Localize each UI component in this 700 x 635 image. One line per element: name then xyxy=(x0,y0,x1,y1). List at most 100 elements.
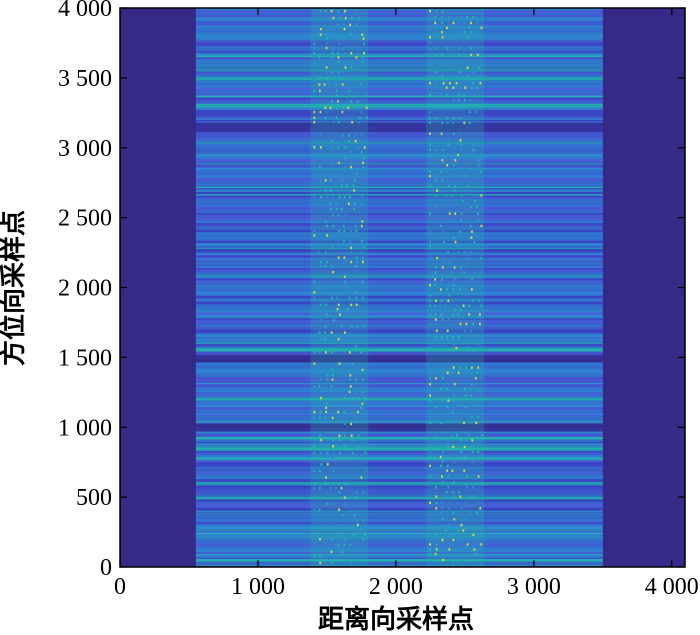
band-speckle xyxy=(361,195,364,199)
band-speckle xyxy=(336,202,338,205)
band-speckle xyxy=(466,543,469,546)
signal-row xyxy=(195,360,603,363)
band-speckle xyxy=(338,402,340,405)
band-speckle xyxy=(350,150,352,154)
band-speckle xyxy=(313,195,316,199)
band-speckle xyxy=(429,322,431,326)
band-speckle xyxy=(330,385,333,388)
band-speckle xyxy=(344,16,347,20)
band-speckle xyxy=(342,528,345,531)
signal-row xyxy=(195,479,603,482)
band-speckle xyxy=(337,543,340,547)
band-speckle xyxy=(349,240,351,243)
band-speckle xyxy=(458,244,461,248)
band-speckle xyxy=(429,501,431,505)
band-speckle xyxy=(338,16,341,20)
band-speckle xyxy=(475,421,478,425)
band-speckle xyxy=(361,402,364,405)
signal-row xyxy=(195,392,603,394)
band-speckle xyxy=(440,313,443,316)
band-speckle xyxy=(332,374,334,377)
band-speckle xyxy=(337,214,340,217)
signal-row xyxy=(195,107,603,111)
band-speckle xyxy=(448,139,450,142)
band-speckle xyxy=(468,26,471,30)
band-speckle xyxy=(441,278,443,281)
signal-row xyxy=(195,33,603,37)
band-speckle xyxy=(313,280,316,283)
band-speckle xyxy=(344,10,346,13)
band-speckle xyxy=(359,528,362,531)
band-speckle xyxy=(444,304,447,307)
band-speckle xyxy=(452,121,454,124)
band-speckle xyxy=(429,41,431,44)
band-speckle xyxy=(429,143,431,146)
band-speckle xyxy=(355,296,358,300)
signal-row xyxy=(195,300,603,303)
band-speckle xyxy=(338,508,340,511)
band-speckle xyxy=(343,538,346,541)
signal-row xyxy=(195,136,603,138)
signal-row xyxy=(195,348,603,352)
signal-row xyxy=(195,522,603,524)
band-speckle xyxy=(479,170,482,173)
band-speckle xyxy=(459,139,462,142)
band-speckle xyxy=(354,291,357,294)
band-speckle xyxy=(440,132,443,135)
signal-row xyxy=(195,314,603,318)
band-speckle xyxy=(325,71,328,74)
band-speckle xyxy=(326,260,329,264)
signal-row xyxy=(195,525,603,527)
band-speckle xyxy=(331,538,333,541)
signal-row xyxy=(195,262,603,264)
signal-row xyxy=(195,344,603,347)
band-speckle xyxy=(434,86,437,89)
band-speckle xyxy=(331,561,334,565)
signal-row xyxy=(195,364,603,366)
signal-row xyxy=(195,283,603,285)
signal-row xyxy=(195,529,603,531)
band-speckle xyxy=(338,491,341,494)
band-speckle xyxy=(479,313,481,316)
signal-row xyxy=(195,451,603,453)
band-speckle xyxy=(349,385,352,388)
band-speckle xyxy=(429,170,431,173)
band-speckle xyxy=(348,264,351,268)
signal-row xyxy=(195,397,603,401)
band-speckle xyxy=(471,299,474,302)
band-speckle xyxy=(434,405,437,409)
band-speckle xyxy=(446,117,449,120)
band-speckle xyxy=(442,82,445,85)
band-speckle xyxy=(326,378,329,381)
band-speckle xyxy=(473,194,476,197)
band-speckle xyxy=(324,325,327,328)
band-speckle xyxy=(439,224,442,228)
signal-row xyxy=(195,531,603,533)
band-speckle xyxy=(351,451,354,455)
band-speckle xyxy=(344,60,347,64)
signal-row xyxy=(195,194,603,196)
band-speckle xyxy=(349,543,352,547)
band-speckle xyxy=(344,362,347,365)
band-speckle xyxy=(477,366,480,369)
band-speckle xyxy=(319,486,321,490)
band-speckle xyxy=(329,106,332,109)
band-speckle xyxy=(350,52,353,55)
band-speckle xyxy=(361,280,364,283)
signal-row xyxy=(195,424,603,428)
band-speckle xyxy=(455,548,457,551)
band-speckle xyxy=(452,336,454,339)
band-speckle xyxy=(472,71,474,74)
band-speckle xyxy=(440,93,442,96)
band-speckle xyxy=(474,271,476,274)
band-speckle xyxy=(351,325,354,328)
signal-row xyxy=(195,325,603,327)
band-speckle xyxy=(325,351,327,354)
band-speckle xyxy=(441,16,443,19)
signal-row xyxy=(195,495,603,498)
band-speckle xyxy=(434,552,437,556)
signal-row xyxy=(195,342,603,345)
signal-row xyxy=(195,127,603,130)
band-speckle xyxy=(313,486,316,490)
band-speckle xyxy=(337,23,340,27)
